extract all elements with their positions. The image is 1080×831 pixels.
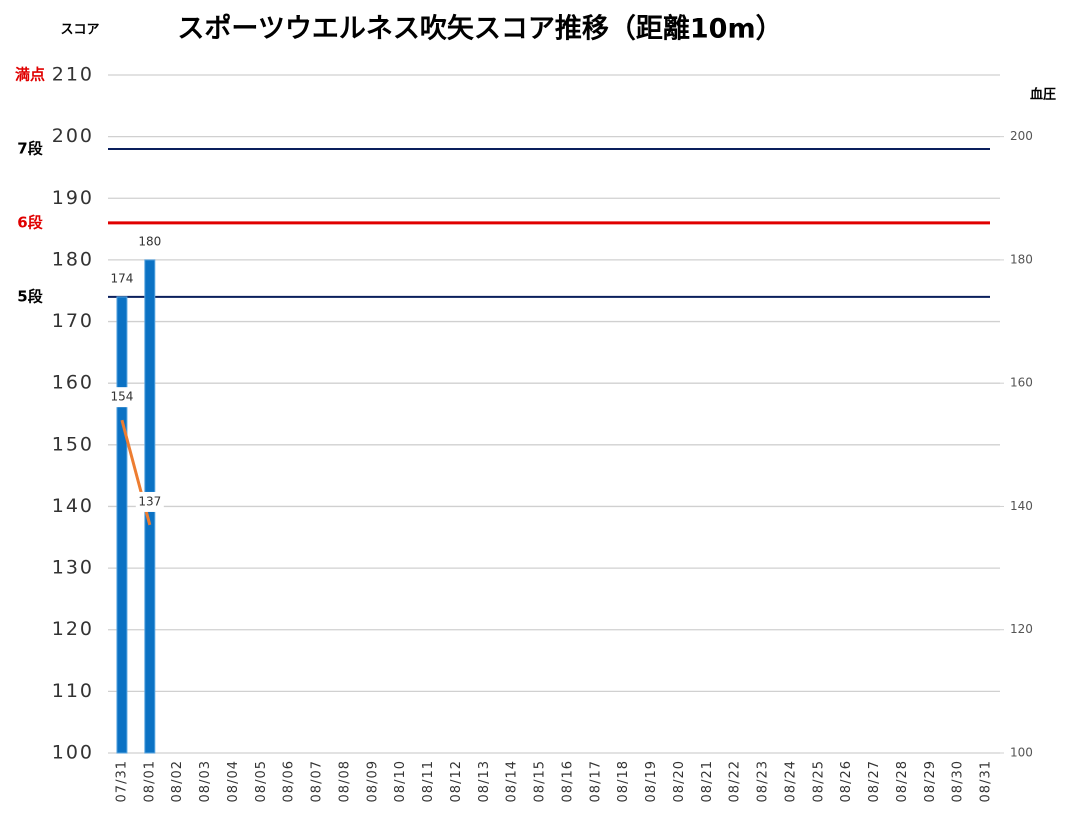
x-tick-label: 08/06 [282,760,297,802]
x-tick-label: 08/02 [170,760,185,802]
x-tick-label: 08/29 [923,760,938,802]
x-tick-label: 08/03 [198,760,213,802]
reference-label: 7段 [17,139,42,157]
data-label: 154 [110,390,133,404]
x-tick-label: 08/17 [588,760,603,802]
x-tick-label: 08/20 [672,760,687,802]
data-label: 137 [138,494,161,508]
x-tick-label: 08/25 [811,760,826,802]
y-axis-label: スコア [60,23,99,38]
y-tick-label: 130 [52,557,94,579]
y2-tick-label: 120 [1010,622,1033,636]
reference-label: 満点 [15,66,45,84]
data-label: 180 [138,234,161,248]
x-tick-label: 08/24 [783,760,798,802]
x-tick-label: 08/09 [365,760,380,802]
y-tick-label: 210 [52,64,94,86]
y2-tick-label: 160 [1010,376,1033,390]
x-tick-label: 08/30 [951,760,966,802]
y-tick-label: 200 [52,125,94,147]
x-tick-label: 08/26 [839,760,854,802]
x-tick-label: 08/05 [254,760,269,802]
y2-tick-label: 200 [1010,129,1033,143]
x-tick-label: 08/19 [644,760,659,802]
x-tick-label: 08/04 [226,760,241,802]
y-tick-label: 190 [52,187,94,209]
chart-title: スポーツウエルネス吹矢スコア推移（距離10m） [177,13,782,45]
y-tick-label: 180 [52,248,94,270]
y-tick-label: 150 [52,433,94,455]
y2-tick-label: 140 [1010,499,1033,513]
reference-label: 5段 [17,287,42,305]
x-tick-label: 08/21 [700,760,715,802]
x-tick-label: 08/18 [616,760,631,802]
data-label: 174 [110,271,133,285]
y-tick-label: 140 [52,495,94,517]
y2-tick-label: 100 [1010,746,1033,760]
data-label-box [135,491,164,512]
y-tick-label: 110 [52,680,94,702]
x-tick-label: 08/23 [756,760,771,802]
x-tick-label: 08/07 [310,760,325,802]
reference-label: 6段 [17,213,42,231]
x-tick-label: 08/28 [895,760,910,802]
x-tick-label: 08/22 [728,760,743,802]
x-tick-label: 08/31 [979,760,994,802]
x-tick-label: 08/13 [477,760,492,802]
x-tick-label: 08/15 [533,760,548,802]
data-label-box [107,387,136,408]
y-tick-label: 170 [52,310,94,332]
bar [116,296,128,754]
y-tick-label: 120 [52,618,94,640]
x-tick-label: 08/10 [393,760,408,802]
y-tick-label: 100 [52,742,94,764]
y2-tick-label: 180 [1010,252,1033,266]
x-tick-label: 08/12 [449,760,464,802]
y-tick-label: 160 [52,372,94,394]
y2-axis-label: 血圧 [1030,87,1056,103]
x-tick-label: 08/14 [505,760,520,802]
x-tick-label: 08/11 [421,760,436,802]
x-tick-label: 08/27 [867,760,882,802]
x-tick-label: 08/08 [337,760,352,802]
x-tick-label: 08/01 [142,760,157,802]
x-tick-label: 07/31 [114,760,129,802]
x-tick-label: 08/16 [560,760,575,802]
